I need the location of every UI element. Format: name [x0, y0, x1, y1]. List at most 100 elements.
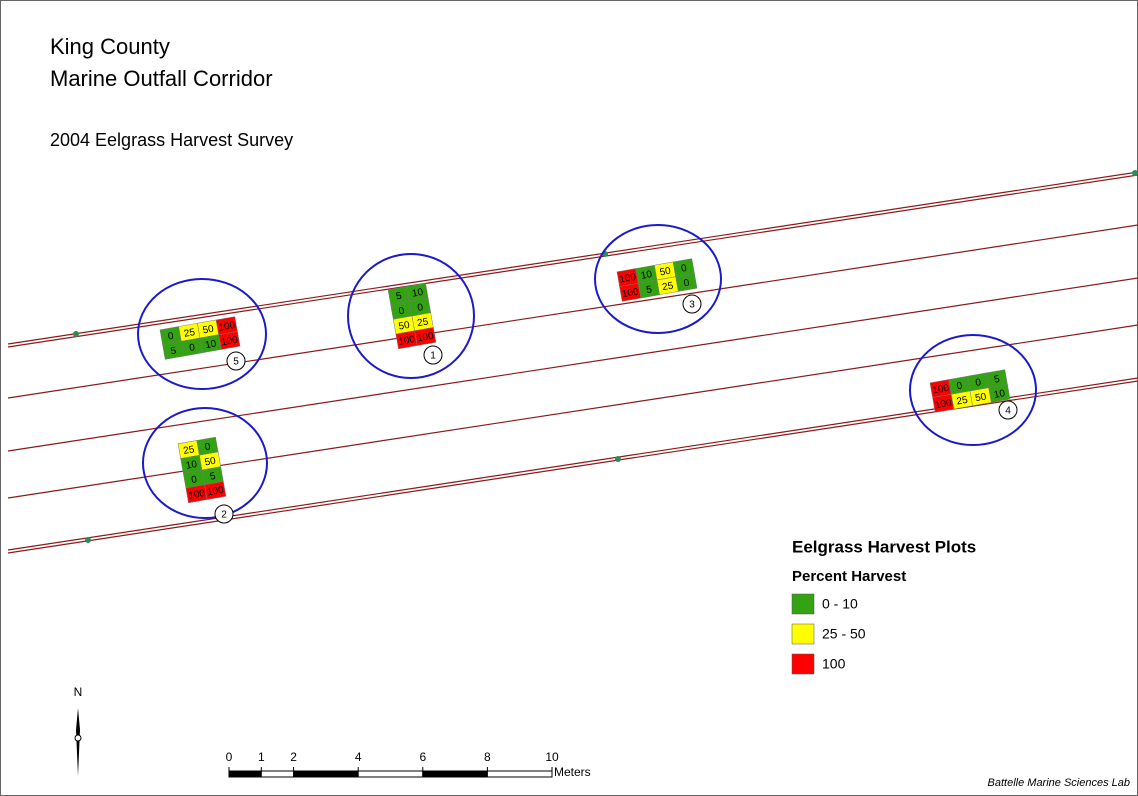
transect-line	[7, 277, 1138, 452]
cell-value: 10	[640, 269, 653, 282]
plot-cell	[675, 273, 698, 292]
cell-value: 5	[993, 374, 1001, 386]
marker	[615, 456, 621, 462]
cell-value: 0	[398, 305, 406, 317]
cell-value: 0	[417, 302, 425, 314]
scale-label: 2	[290, 750, 297, 764]
cell-value: 50	[398, 320, 411, 333]
cell-value: 100	[416, 331, 435, 345]
legend-label: 0 - 10	[822, 596, 858, 612]
cell-value: 10	[185, 459, 198, 472]
cell-value: 50	[202, 324, 215, 337]
scale-label: 4	[355, 750, 362, 764]
cell-value: 0	[680, 263, 688, 275]
cell-value: 100	[188, 488, 207, 502]
scale-unit: Meters	[554, 765, 591, 779]
scale-label: 6	[419, 750, 426, 764]
survey-circle	[137, 278, 267, 390]
scale-segment	[228, 770, 262, 778]
cell-value: 25	[183, 444, 196, 457]
legend-swatch	[791, 653, 815, 675]
transect-line	[7, 174, 1138, 348]
title: Marine Outfall Corridor	[50, 66, 273, 91]
cell-value: 100	[206, 485, 225, 499]
cell-value: 5	[395, 291, 403, 303]
cell-value: 100	[218, 320, 237, 334]
scale-segment	[486, 770, 553, 778]
survey-circle	[594, 224, 722, 334]
cell-value: 100	[220, 335, 239, 349]
legend-label: 100	[822, 656, 846, 672]
cell-value: 0	[190, 474, 198, 486]
cell-value: 0	[188, 342, 196, 354]
legend-swatch	[791, 593, 815, 615]
plot-label-circle	[998, 400, 1018, 420]
cell-value: 5	[645, 284, 653, 296]
legend: Eelgrass Harvest Plots Percent Harvest 0…	[791, 537, 976, 675]
cell-value: 0	[204, 441, 212, 453]
marker	[73, 331, 79, 337]
cell-value: 50	[659, 266, 672, 279]
cell-value: 25	[661, 280, 674, 293]
plot-label: 1	[430, 351, 436, 362]
scale-segment	[293, 770, 359, 778]
north-arrow: N	[74, 685, 83, 776]
cell-value: 100	[619, 272, 638, 286]
marker	[1132, 170, 1138, 176]
survey-circle	[347, 253, 475, 379]
scale-label: 10	[545, 750, 559, 764]
plot: 100 10 50 0 100 5 25 0	[616, 258, 698, 302]
north-label: N	[74, 685, 83, 699]
cell-value: 50	[204, 456, 217, 469]
cell-value: 10	[204, 338, 217, 351]
cell-value: 0	[167, 331, 175, 343]
cell-value: 25	[416, 316, 429, 329]
cell-value: 100	[934, 398, 953, 412]
scale-segment	[422, 770, 488, 778]
scale-segment	[357, 770, 424, 778]
title: King County	[50, 34, 170, 59]
plot-cell	[218, 331, 241, 350]
plot-label: 4	[1005, 406, 1011, 417]
plot-cell	[204, 481, 227, 500]
transect-line	[7, 171, 1138, 345]
scale-label: 1	[258, 750, 265, 764]
subtitle: 2004 Eelgrass Harvest Survey	[50, 130, 293, 150]
legend-swatch	[791, 623, 815, 645]
cell-value: 25	[956, 395, 969, 408]
legend-label: 25 - 50	[822, 626, 866, 642]
plot-cell	[414, 327, 437, 346]
cell-value: 0	[956, 380, 964, 392]
plot-label: 3	[689, 300, 695, 311]
legend-subtitle: Percent Harvest	[792, 568, 906, 585]
cell-value: 0	[683, 278, 691, 290]
cell-value: 10	[993, 388, 1006, 401]
plot-label-circle	[423, 345, 443, 365]
plot-label-circle	[226, 351, 246, 371]
cell-value: 5	[170, 345, 178, 357]
legend-title: Eelgrass Harvest Plots	[792, 537, 976, 556]
plot-label-circle	[682, 294, 702, 314]
cell-value: 0	[975, 377, 983, 389]
cell-value: 100	[932, 383, 951, 397]
plot-label: 2	[221, 510, 227, 521]
north-arrow-shape	[76, 708, 80, 776]
cell-value: 50	[974, 391, 987, 404]
cell-value: 100	[398, 334, 417, 348]
survey-circle	[909, 334, 1037, 446]
scale-label: 0	[226, 750, 233, 764]
cell-value: 100	[621, 287, 640, 301]
scale-label: 8	[484, 750, 491, 764]
plot-label-circle	[214, 504, 234, 524]
north-arrow-hub	[74, 734, 82, 742]
plot-label: 5	[233, 357, 239, 368]
cell-value: 10	[411, 287, 424, 300]
credit: Battelle Marine Sciences Lab	[988, 777, 1130, 789]
